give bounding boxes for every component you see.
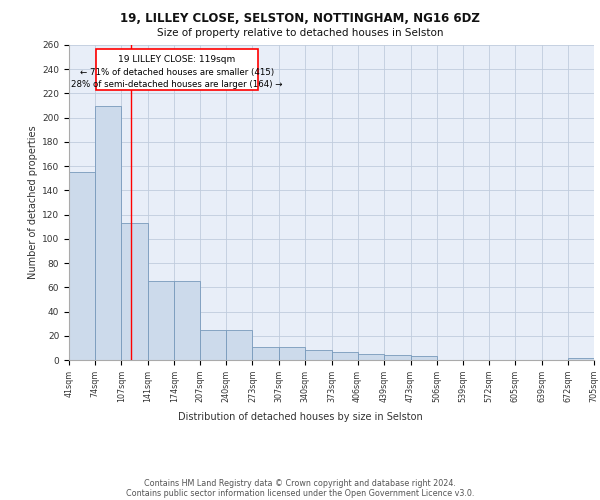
Bar	[253, 346, 280, 360]
Bar	[148, 281, 174, 360]
Bar	[121, 223, 148, 360]
FancyBboxPatch shape	[96, 48, 258, 90]
Text: 19, LILLEY CLOSE, SELSTON, NOTTINGHAM, NG16 6DZ: 19, LILLEY CLOSE, SELSTON, NOTTINGHAM, N…	[120, 12, 480, 26]
Bar	[280, 346, 305, 360]
Text: 28% of semi-detached houses are larger (164) →: 28% of semi-detached houses are larger (…	[71, 80, 283, 89]
Y-axis label: Number of detached properties: Number of detached properties	[28, 126, 38, 280]
Text: Distribution of detached houses by size in Selston: Distribution of detached houses by size …	[178, 412, 422, 422]
Bar	[200, 330, 226, 360]
Text: Contains HM Land Registry data © Crown copyright and database right 2024.: Contains HM Land Registry data © Crown c…	[144, 478, 456, 488]
Text: ← 71% of detached houses are smaller (415): ← 71% of detached houses are smaller (41…	[80, 68, 274, 77]
Bar	[358, 354, 383, 360]
Bar	[95, 106, 121, 360]
Bar	[174, 281, 200, 360]
Bar	[331, 352, 358, 360]
Bar	[305, 350, 331, 360]
Bar	[410, 356, 437, 360]
Bar	[226, 330, 253, 360]
Bar	[568, 358, 594, 360]
Text: 19 LILLEY CLOSE: 119sqm: 19 LILLEY CLOSE: 119sqm	[118, 54, 236, 64]
Text: Contains public sector information licensed under the Open Government Licence v3: Contains public sector information licen…	[126, 488, 474, 498]
Bar	[383, 355, 410, 360]
Bar	[69, 172, 95, 360]
Text: Size of property relative to detached houses in Selston: Size of property relative to detached ho…	[157, 28, 443, 38]
